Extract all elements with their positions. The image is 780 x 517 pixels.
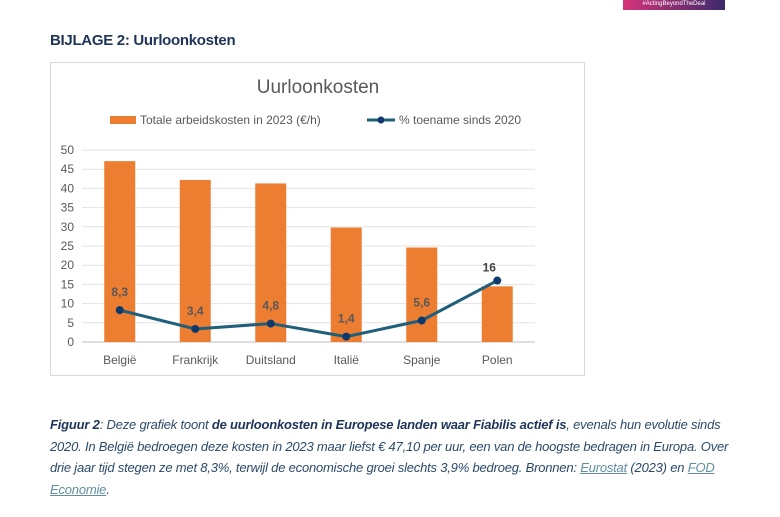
caption-bold: de uurloonkosten in Europese landen waar… — [211, 417, 567, 432]
data-label: 1,4 — [338, 312, 355, 326]
legend-line-marker — [377, 116, 385, 124]
bar — [104, 161, 136, 342]
fod-economie-link[interactable]: FOD Economie — [50, 460, 715, 497]
bar — [481, 286, 513, 342]
caption-text: . — [106, 481, 110, 497]
x-tick-label: Spanje — [403, 353, 441, 367]
bar — [179, 179, 211, 342]
line-marker — [493, 276, 502, 285]
data-label: 3,4 — [187, 304, 204, 318]
x-tick-label: Italië — [334, 353, 360, 367]
caption-text: , evenals hun evolutie sinds 2020. In Be… — [50, 417, 729, 475]
y-tick-label: 15 — [61, 277, 75, 291]
legend-line-label: % toename sinds 2020 — [399, 113, 521, 127]
y-tick-label: 5 — [67, 316, 74, 330]
bar — [255, 183, 287, 342]
figure-caption: Figuur 2: Deze grafiek toont de uurloonk… — [50, 414, 740, 500]
chart: Uurloonkosten Totale arbeidskosten in 202… — [61, 77, 535, 367]
legend-bar-swatch — [110, 116, 136, 124]
bar — [330, 227, 362, 342]
line-marker — [115, 306, 124, 315]
y-tick-label: 20 — [61, 258, 75, 272]
caption-text: (2023) en — [627, 460, 688, 475]
chart-title: Uurloonkosten — [257, 77, 380, 98]
x-tick-label: Duitsland — [246, 353, 296, 367]
chart-frame — [50, 62, 585, 376]
y-tick-label: 30 — [61, 220, 75, 234]
x-tick-label: België — [103, 353, 137, 367]
data-label: 4,8 — [262, 299, 279, 313]
line-marker — [266, 319, 275, 328]
series-line — [119, 279, 498, 339]
y-tick-label: 40 — [61, 181, 75, 195]
eurostat-link[interactable]: Eurostat — [580, 460, 628, 475]
y-tick-label: 45 — [61, 162, 75, 176]
y-tick-label: 50 — [61, 143, 75, 157]
caption-text: : Deze grafiek toont — [99, 417, 212, 432]
caption-label: Figuur 2 — [50, 417, 100, 432]
legend-bar-label: Totale arbeidskosten in 2023 (€/h) — [140, 113, 321, 127]
data-label: 16 — [483, 261, 497, 275]
y-tick-label: 35 — [61, 201, 75, 215]
campaign-badge: #ActingBeyondTheDeal — [623, 0, 725, 10]
x-tick-label: Frankrijk — [172, 353, 219, 367]
line-marker — [191, 324, 200, 333]
bar — [406, 247, 438, 342]
line-marker — [417, 316, 426, 325]
section-heading: BIJLAGE 2: Uurloonkosten — [50, 32, 236, 49]
line-marker — [342, 332, 351, 341]
y-tick-label: 10 — [61, 297, 75, 311]
data-label: 8,3 — [111, 285, 128, 299]
x-tick-label: Polen — [482, 353, 513, 367]
y-tick-label: 25 — [61, 239, 75, 253]
y-tick-label: 0 — [67, 335, 74, 349]
data-label: 5,6 — [413, 295, 430, 309]
